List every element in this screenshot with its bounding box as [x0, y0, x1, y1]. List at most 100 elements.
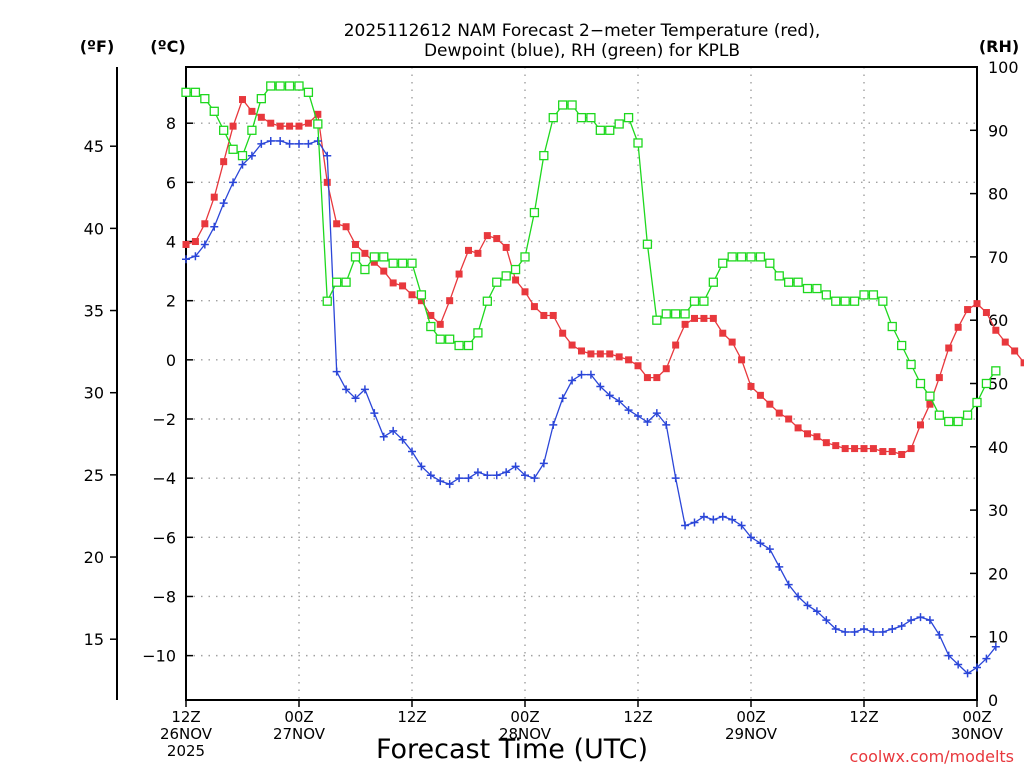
rh-point [680, 309, 690, 319]
temperature-point [822, 439, 830, 447]
temperature-point [738, 356, 746, 364]
dewpoint-point [502, 468, 511, 477]
temperature-point [182, 240, 190, 248]
rh-point [699, 296, 709, 306]
rh-point [689, 296, 700, 306]
rh-point [313, 119, 323, 129]
credit-label: coolwx.com/modelts [850, 747, 1014, 766]
rh-point [605, 125, 615, 135]
rh-point [953, 416, 963, 427]
rh-tick-label: 30 [988, 501, 1008, 520]
dewpoint-point [445, 480, 454, 489]
celsius-tick-label: 2 [166, 292, 176, 311]
temperature-point [1020, 359, 1024, 367]
dewpoint-point [238, 160, 247, 169]
x-tick-label: 12Z [397, 708, 426, 726]
dewpoint-point [426, 471, 435, 480]
rh-tick-label: 100 [988, 58, 1019, 77]
temperature-point [540, 311, 548, 319]
rh-point [407, 258, 417, 268]
dewpoint-point [643, 417, 652, 426]
dewpoint-point [389, 426, 398, 435]
rh-point [567, 100, 577, 110]
dewpoint-point [888, 625, 897, 634]
rh-tick-label: 10 [988, 628, 1008, 647]
rh-point [388, 258, 398, 268]
rh-point [915, 378, 926, 389]
temperature-point [446, 297, 454, 305]
temperature-point [229, 122, 237, 130]
rh-point [181, 87, 191, 97]
rh-point [576, 112, 587, 123]
x-tick-label: 12Z [171, 708, 200, 726]
temperature-point [389, 279, 397, 287]
x-tick-label: 27NOV [273, 725, 326, 743]
rh-point [492, 277, 502, 287]
dewpoint-point [313, 136, 322, 145]
rh-point [341, 277, 351, 287]
dewpoint-point [266, 136, 275, 145]
temperature-point [634, 362, 642, 370]
rh-point [539, 150, 549, 161]
dewpoint-point [634, 412, 642, 421]
rh-point [237, 150, 248, 161]
dewpoint-point [963, 669, 972, 678]
x-tick-label: 2025 [167, 742, 205, 760]
temperature-point [973, 300, 981, 308]
dewpoint-point [831, 625, 840, 634]
temperature-point [257, 113, 265, 121]
x-tick-label: 30NOV [951, 725, 1004, 743]
dewpoint-point [812, 607, 821, 616]
dewpoint-point [699, 512, 708, 521]
rh-point [454, 340, 464, 351]
dewpoint-point [182, 255, 190, 264]
dewpoint-point [747, 533, 755, 542]
dewpoint-point [558, 394, 567, 403]
temperature-point [964, 306, 972, 314]
rh-point [558, 100, 568, 110]
dewpoint-point [991, 642, 1000, 651]
temperature-point [643, 374, 651, 382]
dewpoint-point [332, 367, 341, 376]
x-tick-label: 00Z [736, 708, 765, 726]
rh-point [350, 252, 361, 262]
rh-tick-label: 80 [988, 185, 1008, 204]
celsius-tick-label: −6 [152, 528, 176, 547]
dewpoint-point [596, 382, 605, 391]
plot-frame [185, 66, 978, 701]
dewpoint-point [473, 468, 482, 477]
rh-point [473, 328, 483, 338]
dewpoint-point [954, 660, 963, 669]
rh-point [397, 258, 408, 268]
rh-point [520, 252, 530, 262]
temperature-point [427, 311, 435, 319]
dewpoint-point [530, 474, 539, 483]
dewpoint-point [775, 562, 784, 571]
rh-point [322, 296, 332, 306]
rh-point [925, 391, 935, 401]
rh-point [332, 277, 342, 287]
temperature-point [239, 96, 246, 104]
temperature-point [191, 238, 199, 246]
dewpoint-point [521, 471, 529, 480]
dewpoint-point [662, 420, 671, 429]
dewpoint-point [436, 477, 445, 486]
dewpoint-point [784, 580, 793, 589]
celsius-tick-label: 6 [166, 173, 176, 192]
x-tick-label: 12Z [849, 708, 878, 726]
dewpoint-point [860, 625, 868, 634]
dewpoint-point [323, 151, 332, 160]
dewpoint-point [247, 151, 256, 160]
rh-unit-label: (RH) [979, 37, 1019, 56]
temperature-point [436, 320, 444, 328]
temperature-point [465, 246, 472, 254]
dewpoint-point [219, 199, 228, 208]
temperature-point [1001, 338, 1009, 346]
temperature-point [559, 329, 567, 337]
temperature-point [794, 424, 802, 432]
rh-point [586, 112, 596, 123]
dewpoint-point [756, 539, 765, 548]
rh-point [548, 112, 558, 123]
rh-tick-label: 70 [988, 248, 1008, 267]
temperature-point [502, 243, 510, 251]
